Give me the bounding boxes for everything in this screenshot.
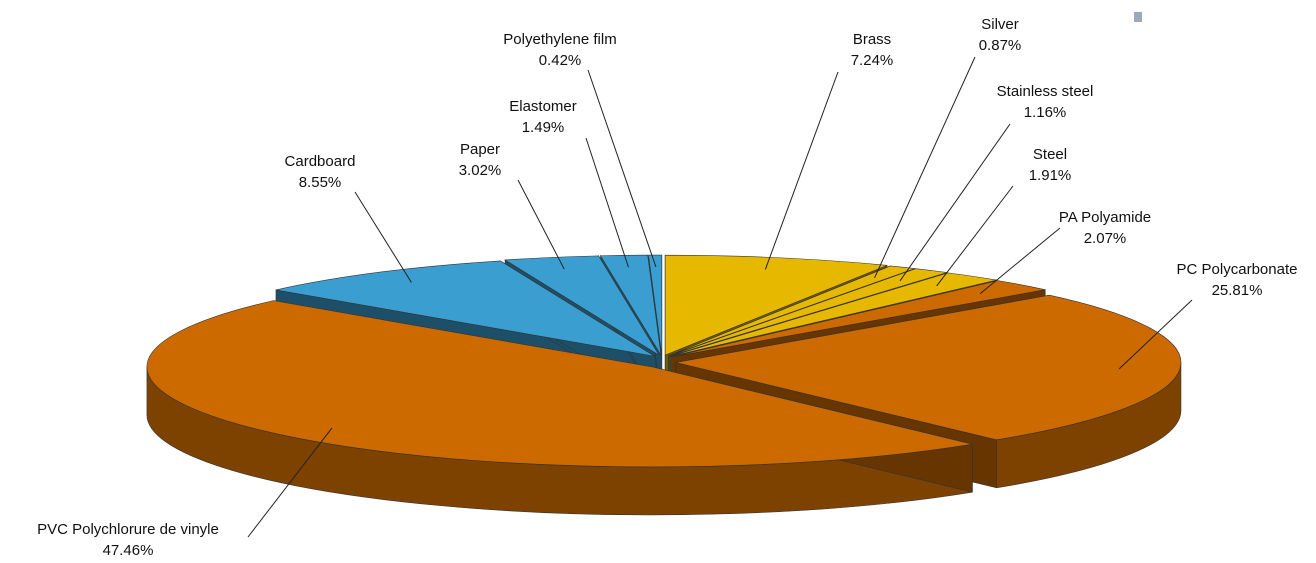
slice-label: Polyethylene film [503, 31, 616, 48]
slice-value-label: 1.91% [1029, 167, 1072, 184]
slice-label: Brass [853, 31, 891, 48]
slice-value-label: 2.07% [1084, 230, 1127, 247]
leader-line [585, 137, 629, 268]
leader-line [899, 123, 1011, 282]
leader-line [517, 179, 565, 270]
slice [275, 260, 655, 357]
tops [146, 254, 1182, 468]
slice [668, 265, 915, 357]
leader-line [874, 56, 976, 279]
slice-label: Steel [1033, 146, 1067, 163]
slice [648, 254, 663, 356]
slice-value-label: 47.46% [103, 542, 154, 559]
slice-value-label: 3.02% [459, 162, 502, 179]
leader-line [936, 185, 1014, 287]
slice-value-label: 8.55% [299, 174, 342, 191]
slice-value-label: 0.87% [979, 37, 1022, 54]
leader-line [764, 71, 839, 270]
slice-value-label: 0.42% [539, 52, 582, 69]
slice-label: Paper [460, 141, 500, 158]
slice-label: PVC Polychlorure de vinyle [37, 521, 219, 538]
slice-label: Stainless steel [997, 83, 1094, 100]
slice-value-label: 25.81% [1212, 282, 1263, 299]
slice-label: PC Polycarbonate [1177, 261, 1298, 278]
slice [671, 280, 1046, 358]
slice-label: Elastomer [509, 98, 577, 115]
slice [675, 294, 1182, 441]
leader-line [354, 191, 412, 283]
slice-label: Silver [981, 16, 1019, 33]
labels: Brass 7.24% Silver 0.87% Stainless steel 1.16… [37, 16, 1297, 559]
leader-line [979, 227, 1061, 295]
slice [504, 255, 660, 356]
slice [146, 300, 973, 468]
leader-line [1118, 299, 1193, 370]
leader-line [587, 69, 657, 268]
leader-line [247, 427, 333, 538]
slice-value-label: 7.24% [851, 52, 894, 69]
slice-label: PA Polyamide [1059, 209, 1151, 226]
slice-value-label: 1.16% [1024, 104, 1067, 121]
slice-label: Cardboard [285, 153, 356, 170]
slice-value-label: 1.49% [522, 119, 565, 136]
slice [664, 254, 888, 356]
icon [1134, 12, 1142, 22]
